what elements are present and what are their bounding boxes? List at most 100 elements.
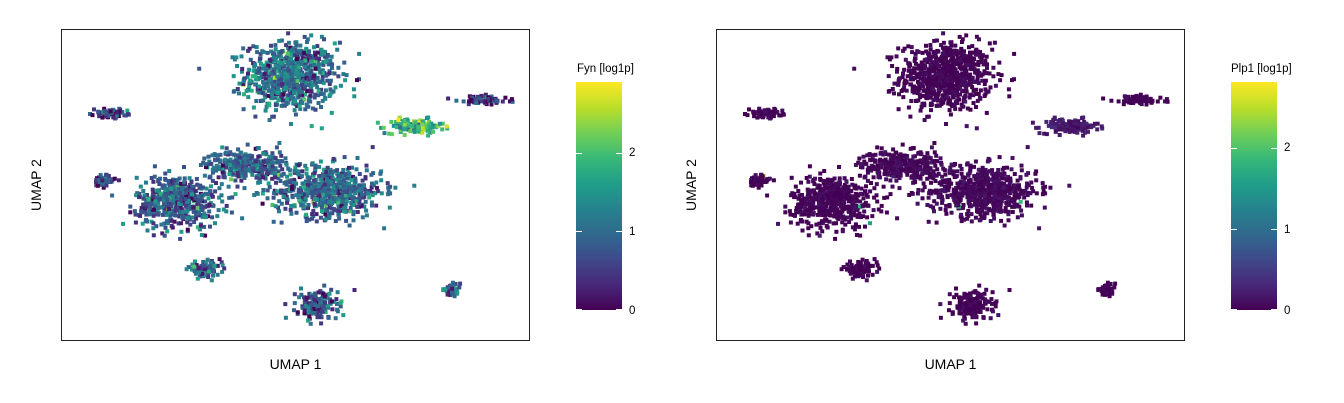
cell-point: [273, 89, 278, 94]
cell-point: [153, 199, 158, 204]
cell-point: [883, 169, 888, 174]
cell-point: [1034, 178, 1039, 183]
cell-point: [317, 194, 322, 199]
cell-point: [314, 56, 319, 61]
cell-point: [308, 99, 313, 104]
cell-point: [329, 206, 334, 211]
cell-point: [281, 194, 286, 199]
cell-point: [1046, 123, 1051, 128]
cell-point: [283, 156, 288, 161]
cell-point: [241, 46, 246, 51]
cell-point: [329, 173, 334, 178]
cell-point: [317, 314, 321, 319]
cell-point: [227, 195, 232, 200]
cell-point: [944, 122, 948, 126]
cell-point: [264, 152, 269, 157]
cell-point: [866, 170, 870, 175]
cell-point: [962, 96, 967, 100]
cell-point: [284, 43, 289, 48]
cell-point: [300, 90, 304, 94]
cell-point: [313, 298, 318, 303]
cell-point: [338, 304, 343, 309]
cell-point: [979, 170, 984, 175]
cell-point: [290, 47, 295, 52]
cell-point: [826, 187, 831, 192]
cell-point: [360, 192, 364, 197]
cell-point: [237, 163, 242, 168]
cell-point: [968, 92, 973, 97]
cell-point: [908, 146, 913, 151]
cell-point: [173, 191, 177, 195]
cell-point: [201, 160, 206, 165]
cell-point: [385, 181, 390, 186]
cell-point: [966, 178, 971, 183]
cell-point: [217, 186, 222, 191]
cell-point: [163, 210, 168, 215]
cell-point: [890, 170, 895, 175]
cell-point: [446, 288, 451, 293]
cell-point: [216, 208, 221, 213]
cell-point: [364, 208, 369, 213]
cell-point: [942, 184, 947, 189]
cell-point: [242, 186, 247, 191]
cell-point: [296, 187, 301, 192]
cell-point: [936, 194, 941, 199]
cell-point: [919, 104, 924, 109]
cell-point: [833, 236, 838, 241]
cell-point: [351, 218, 356, 223]
cell-point: [968, 163, 973, 168]
cell-point: [303, 196, 308, 201]
cell-point: [224, 209, 229, 214]
cell-point: [329, 287, 334, 292]
cell-point: [1057, 123, 1062, 128]
cell-point: [323, 217, 328, 222]
cell-point: [199, 194, 204, 199]
cell-point: [166, 206, 171, 211]
cell-point: [922, 118, 927, 122]
cell-point: [326, 62, 331, 67]
cell-point: [821, 193, 826, 198]
cell-point: [309, 33, 314, 38]
cell-point: [311, 178, 316, 183]
cell-point: [1031, 189, 1036, 194]
cell-point: [987, 191, 992, 196]
cell-point: [285, 74, 290, 79]
cell-point: [861, 154, 866, 159]
cell-point: [308, 89, 313, 94]
cell-point: [333, 169, 337, 174]
cell-point: [263, 76, 268, 81]
cell-point: [825, 181, 830, 186]
cell-point: [394, 125, 399, 130]
cell-point: [203, 233, 208, 238]
cell-point: [971, 101, 976, 105]
cell-point: [186, 198, 191, 203]
cell-point: [215, 214, 220, 219]
cell-point: [1022, 195, 1027, 200]
cell-point: [971, 50, 975, 55]
cell-point: [248, 160, 253, 165]
cell-point: [964, 59, 968, 64]
cell-point: [335, 309, 340, 314]
cell-point: [960, 193, 965, 198]
cell-point: [220, 163, 225, 168]
cell-point: [901, 95, 906, 100]
cell-point: [370, 145, 375, 150]
cell-point: [295, 79, 300, 84]
cell-point: [330, 200, 335, 205]
cell-point: [170, 194, 175, 198]
cell-point: [444, 124, 449, 129]
cell-point: [248, 78, 253, 83]
cell-point: [1051, 117, 1056, 122]
cell-point: [1060, 121, 1065, 126]
cell-point: [321, 91, 326, 96]
cell-point: [967, 171, 972, 176]
cell-point: [337, 192, 342, 197]
cell-point: [336, 74, 341, 79]
cell-point: [322, 306, 327, 311]
cell-point: [160, 231, 165, 236]
cell-point: [818, 176, 823, 181]
cell-point: [967, 74, 971, 78]
cell-point: [224, 150, 229, 155]
cell-point: [943, 172, 948, 177]
cell-point: [198, 205, 203, 210]
